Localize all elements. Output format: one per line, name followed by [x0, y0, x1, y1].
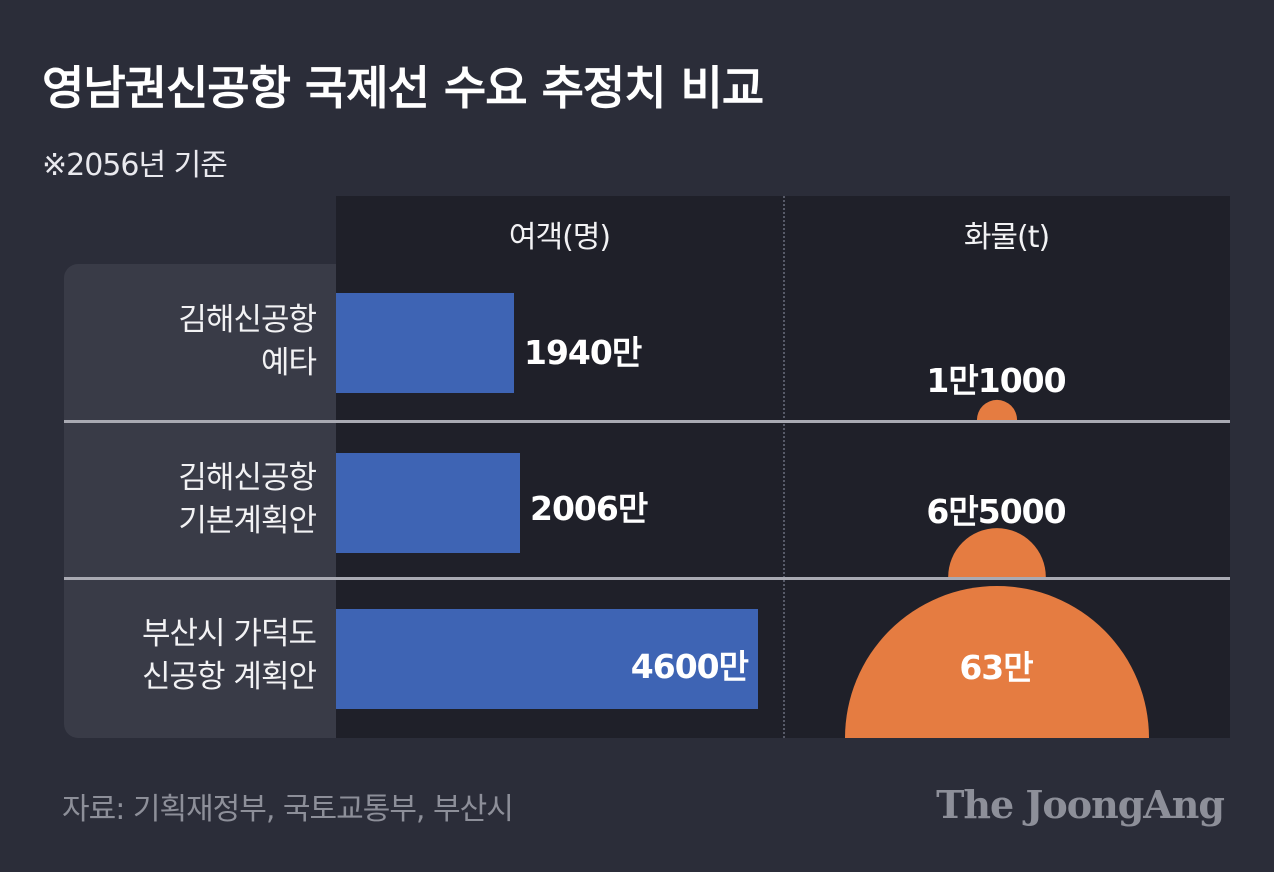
- row-divider-2: [64, 577, 1230, 580]
- passenger-bar-3: [336, 609, 758, 709]
- category-label-3: 부산시 가덕도 신공항 계획안: [70, 613, 317, 699]
- category-label-3-line-1: 부산시 가덕도: [142, 616, 317, 652]
- cargo-value-3: 63만: [959, 648, 1033, 687]
- cargo-value-2: 6만5000: [926, 492, 1066, 531]
- brand-logo: The JoongAng: [936, 782, 1225, 827]
- category-label-1: 김해신공항 예타: [70, 299, 317, 385]
- row-divider-1: [64, 420, 1230, 423]
- cargo-bubble-2: [948, 528, 1046, 577]
- column-divider: [783, 196, 785, 738]
- category-label-1-line-2: 예타: [260, 345, 317, 381]
- chart-subtitle: ※2056년 기준: [42, 148, 228, 183]
- category-label-2-line-1: 김해신공항: [178, 460, 317, 496]
- cargo-value-1: 1만1000: [926, 361, 1066, 400]
- category-panel: [64, 264, 336, 738]
- cargo-bubble-1: [976, 399, 1018, 420]
- chart-title: 영남권신공항 국제선 수요 추정치 비교: [42, 61, 764, 115]
- passenger-value-3: 4600만: [630, 647, 749, 686]
- category-label-2-line-2: 기본계획안: [178, 503, 317, 539]
- cargo-column-header: 화물(t): [963, 220, 1050, 255]
- category-label-3-line-2: 신공항 계획안: [142, 659, 317, 695]
- cargo-bubble-3: [845, 586, 1149, 738]
- category-label-1-line-1: 김해신공항: [178, 302, 317, 338]
- cargo-bubbles: [845, 399, 1149, 738]
- category-label-2: 김해신공항 기본계획안: [70, 457, 317, 543]
- source-note: 자료: 기획재정부, 국토교통부, 부산시: [62, 792, 514, 827]
- passenger-bar-2: [336, 453, 520, 553]
- passenger-column-header: 여객(명): [508, 220, 611, 255]
- passenger-bar-1: [336, 293, 514, 393]
- passenger-value-2: 2006만: [530, 489, 648, 528]
- passenger-value-1: 1940만: [524, 333, 642, 372]
